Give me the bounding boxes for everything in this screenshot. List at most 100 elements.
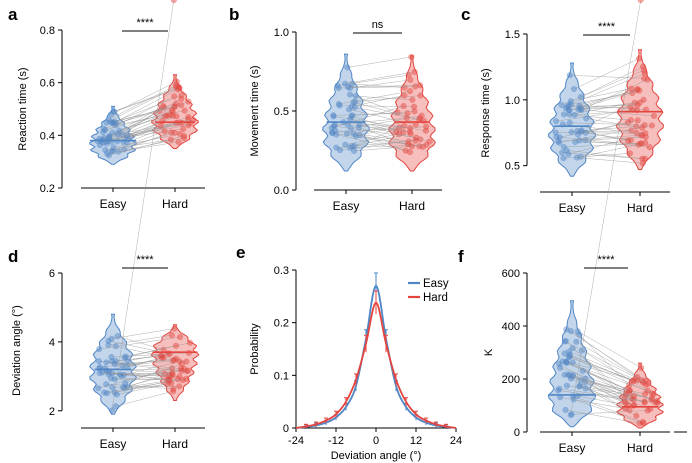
x-tick-label: Easy [100,197,127,211]
easy-point [355,124,362,131]
paired-line [353,101,424,122]
easy-point [573,338,580,345]
paired-line [569,356,654,395]
easy-point [577,93,584,100]
hard-point [178,360,185,367]
paired-line [98,368,173,389]
easy-point [566,372,573,379]
paired-line [114,378,183,381]
hard-point [426,138,433,145]
paired-line [572,347,626,398]
panel-c: c 0.5 1.0 1.5 Response time (s) Easy Hard **** [461,5,670,215]
hard-point [178,102,185,109]
easy-point [122,353,129,360]
x-tick-label: -12 [328,435,344,447]
easy-point [561,338,568,345]
paired-line [113,133,180,148]
paired-line [343,121,411,129]
hard-violin [616,49,664,171]
paired-line [337,74,409,86]
paired-line [352,111,415,116]
paired-line [351,133,411,147]
hard-point [170,388,177,395]
hard-point [640,63,647,70]
easy-point [579,367,586,374]
y-tick-label: 0 [283,423,289,435]
hard-point [168,129,175,136]
paired-line [115,355,161,362]
paired-line [332,133,420,147]
easy-point [566,353,573,360]
easy-violin [322,53,370,172]
hard-point [634,374,641,381]
paired-line [354,145,413,152]
hard-point [181,107,188,114]
hard-point [181,132,188,139]
easy-point [553,134,560,141]
paired-line [117,98,182,135]
hard-point [185,367,192,374]
paired-line [124,342,191,358]
paired-line [579,90,640,109]
paired-line [118,137,184,152]
hard-point [651,112,658,119]
hard-point [641,70,648,77]
hard-point [409,96,416,103]
paired-line [558,390,645,402]
easy-point [342,80,349,87]
easy-point [574,131,581,138]
easy-point [108,407,115,414]
paired-line [347,124,410,133]
hard-point [171,93,178,100]
easy-point [116,371,123,378]
paired-line [116,104,182,124]
hard-point [630,377,637,384]
easy-point [565,107,572,114]
easy-point [122,380,129,387]
paired-line [580,66,644,98]
paired-line [334,117,407,126]
easy-point [574,328,581,335]
easy-point [564,103,571,110]
paired-line [577,395,629,406]
hard-point [634,85,641,92]
panel-e: e 0 0.1 0.2 0.3 Probability -24 -12 0 12 24 Deviati… [236,243,462,462]
paired-line [573,58,640,90]
paired-line [586,118,643,129]
y-tick-label: 1.0 [505,95,520,107]
hard-point [169,371,176,378]
paired-line [108,371,167,381]
paired-line [571,410,648,415]
paired-line [585,136,646,141]
paired-line [580,142,646,158]
easy-point [557,364,564,371]
easy-point [105,152,112,159]
paired-line [111,0,175,411]
paired-line [585,378,633,400]
paired-line [569,375,645,403]
y-tick-label: 0.4 [40,130,55,142]
hard-point [628,85,635,92]
paired-line [573,399,644,424]
paired-line [566,385,634,397]
easy-point [346,106,353,113]
hard-point [625,137,632,144]
hard-point [411,68,418,75]
paired-line [350,144,427,148]
paired-line [127,353,169,362]
paired-line [579,140,650,148]
significance-label: **** [136,254,154,266]
hard-point [639,377,646,384]
easy-point [330,112,337,119]
easy-point [555,387,562,394]
paired-line [582,370,630,391]
paired-line [114,88,180,113]
hard-point [409,143,416,150]
paired-line [119,374,180,377]
paired-line [562,361,631,391]
easy-point [109,384,116,391]
paired-line [576,157,643,164]
y-axis-label: Movement time (s) [249,65,261,156]
easy-point [124,357,131,364]
